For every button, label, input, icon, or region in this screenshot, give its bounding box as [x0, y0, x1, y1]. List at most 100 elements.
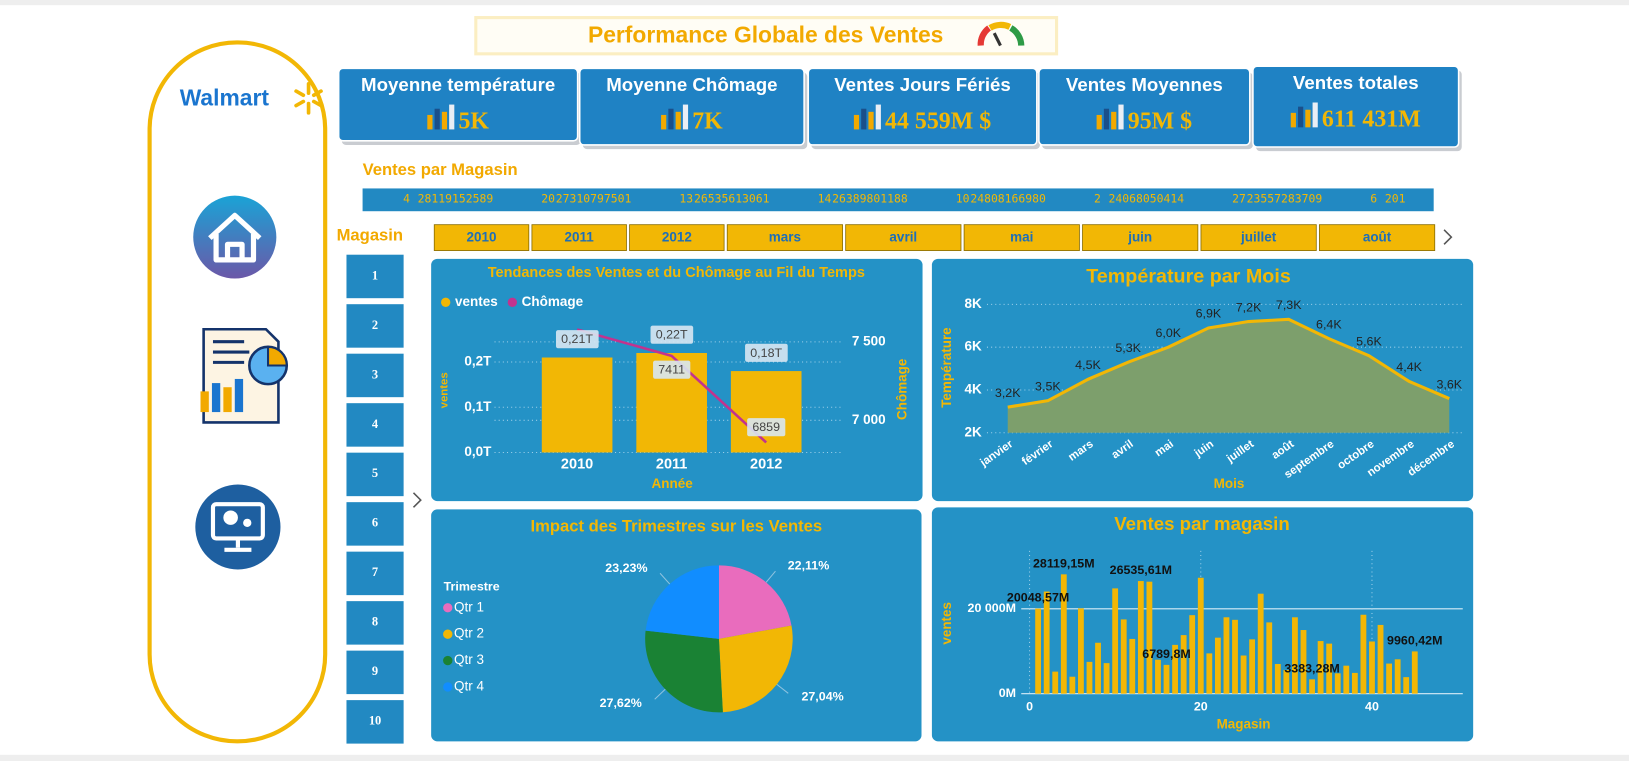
ticker-value: 23557283709 — [1247, 191, 1323, 205]
chevron[interactable] — [1443, 229, 1453, 245]
period-button[interactable]: 2011 — [531, 224, 627, 251]
store-button[interactable] — [345, 352, 405, 399]
bar — [1095, 642, 1101, 694]
store-button[interactable]: 1 — [345, 253, 405, 300]
store-button[interactable] — [345, 699, 405, 745]
store-button-label[interactable]: 5 — [372, 466, 378, 480]
x-axis-title: Mois — [1214, 476, 1245, 491]
period-button[interactable] — [963, 224, 1080, 251]
period-button-label[interactable]: mars — [769, 230, 801, 245]
analytics-button[interactable] — [195, 484, 281, 570]
period-button[interactable] — [1318, 224, 1436, 251]
data-label: 9960,42M — [1387, 633, 1442, 647]
store-button[interactable] — [345, 303, 405, 349]
store-button[interactable]: 4 — [345, 402, 405, 448]
store-button-label[interactable]: 4 — [372, 417, 378, 431]
store-button-label[interactable]: 2 — [372, 318, 378, 332]
bar — [1360, 614, 1367, 694]
leader-line — [654, 688, 666, 700]
data-label: 3,5K — [1035, 380, 1061, 394]
store-button-label[interactable]: 10 — [369, 714, 381, 728]
y-tick-label: 20 000M — [968, 601, 1016, 615]
store-button-label[interactable]: 6 — [372, 516, 378, 530]
kpi-icon — [1118, 104, 1124, 130]
ticker-value: 26535613061 — [694, 191, 770, 205]
data-label: 26535,61M — [1110, 563, 1172, 577]
kpi-value: 44 559M $ — [885, 109, 991, 135]
bar — [1403, 677, 1410, 694]
period-button[interactable] — [726, 224, 843, 251]
period-button[interactable]: juillet — [1200, 224, 1317, 251]
bar — [1266, 622, 1273, 694]
store-button[interactable] — [345, 501, 405, 547]
period-button-label[interactable]: 2012 — [662, 230, 692, 245]
bar — [1163, 664, 1170, 694]
period-button-label[interactable]: mai — [1010, 230, 1033, 245]
period-button-label[interactable]: juillet — [1240, 230, 1277, 245]
bar — [1386, 663, 1393, 694]
store-button[interactable] — [345, 402, 405, 448]
kpi-card — [1038, 67, 1251, 146]
y2-axis-title: Chômage — [894, 358, 909, 420]
period-button[interactable] — [531, 224, 627, 251]
bar — [1206, 653, 1213, 694]
store-button[interactable]: 2 — [345, 303, 405, 349]
store-button-label[interactable]: 3 — [372, 367, 378, 381]
period-button[interactable] — [1200, 224, 1317, 251]
store-button-label[interactable]: 1 — [372, 268, 378, 282]
store-button[interactable] — [345, 451, 405, 498]
period-button[interactable] — [845, 224, 962, 251]
chevron[interactable] — [412, 492, 422, 508]
store-button-label[interactable]: 9 — [372, 664, 378, 678]
data-label: 4,5K — [1075, 358, 1101, 372]
legend-marker — [441, 297, 451, 307]
period-button-label[interactable]: août — [1363, 230, 1392, 245]
report-button[interactable] — [200, 327, 289, 424]
y-tick-label: 2K — [965, 424, 983, 439]
period-button[interactable]: juin — [1082, 224, 1199, 251]
ticker-store: 27 — [1232, 191, 1246, 205]
period-button-label[interactable]: 2011 — [565, 230, 595, 245]
period-button[interactable]: 2012 — [629, 224, 725, 251]
store-button[interactable] — [345, 649, 405, 696]
period-button-label[interactable]: 2010 — [467, 230, 497, 245]
store-button[interactable]: 8 — [345, 600, 405, 646]
kpi-icon — [1096, 114, 1102, 130]
period-button[interactable]: mars — [726, 224, 843, 251]
period-button[interactable] — [629, 224, 725, 251]
bar — [1377, 624, 1384, 694]
period-button[interactable]: mai — [963, 224, 1080, 251]
store-button[interactable]: 7 — [345, 550, 405, 597]
data-label-box — [747, 418, 786, 437]
data-label: 6,4K — [1316, 317, 1342, 331]
period-button[interactable]: avril — [845, 224, 962, 251]
chart-title: Tendances des Ventes et du Chômage au Fi… — [488, 265, 865, 281]
bar — [1394, 659, 1401, 694]
store-button[interactable] — [345, 253, 405, 300]
store-button[interactable]: 10 — [345, 699, 405, 745]
bar — [1103, 663, 1110, 694]
period-button[interactable] — [1082, 224, 1199, 251]
store-button-label[interactable]: 8 — [372, 615, 378, 629]
store-button-label[interactable]: 7 — [372, 565, 378, 579]
period-button[interactable]: 2010 — [433, 224, 530, 251]
store-button[interactable]: 9 — [345, 649, 405, 696]
y-tick-label: 0,1T — [464, 399, 492, 414]
ticker-store: 2 — [1094, 191, 1101, 205]
store-button[interactable]: 3 — [345, 352, 405, 399]
bar — [1197, 577, 1204, 694]
data-label: 0,22T — [656, 328, 688, 342]
home-button[interactable] — [193, 195, 277, 279]
kpi-icon — [661, 104, 689, 130]
bar — [1035, 608, 1042, 694]
store-button[interactable]: 6 — [345, 501, 405, 547]
period-button-label[interactable]: juin — [1127, 230, 1152, 245]
store-button[interactable] — [345, 600, 405, 646]
store-button[interactable]: 5 — [345, 451, 405, 498]
store-button[interactable] — [345, 550, 405, 597]
period-button-label[interactable]: avril — [889, 230, 917, 245]
period-button[interactable]: août — [1318, 224, 1436, 251]
period-button[interactable] — [433, 224, 530, 251]
